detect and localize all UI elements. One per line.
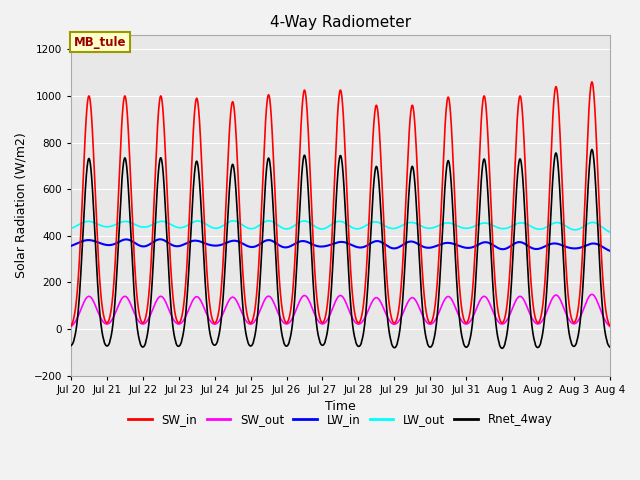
Text: MB_tule: MB_tule (74, 36, 126, 49)
Title: 4-Way Radiometer: 4-Way Radiometer (270, 15, 411, 30)
Y-axis label: Solar Radiation (W/m2): Solar Radiation (W/m2) (15, 132, 28, 278)
X-axis label: Time: Time (325, 400, 356, 413)
Legend: SW_in, SW_out, LW_in, LW_out, Rnet_4way: SW_in, SW_out, LW_in, LW_out, Rnet_4way (124, 408, 557, 431)
